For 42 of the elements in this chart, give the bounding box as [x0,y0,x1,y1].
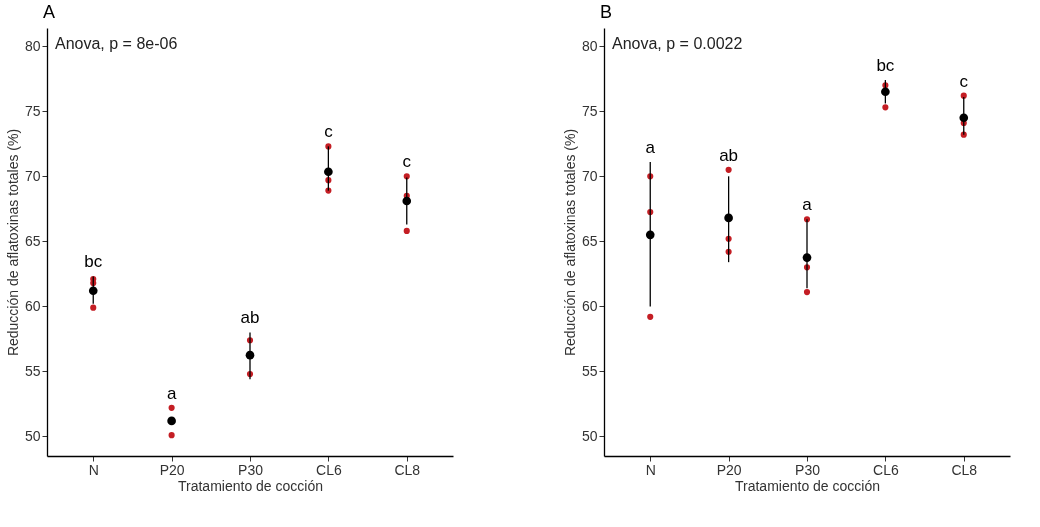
x-tick-label: P20 [159,461,185,478]
y-tick-label: 65 [24,232,41,249]
y-tick-label: 70 [24,167,41,184]
y-tick-label: 55 [24,362,41,379]
annotation: c [324,122,334,142]
x-tick-label: N [88,461,99,478]
annotation: Anova, p = 0.0022 [612,35,743,52]
x-tick-label: CL6 [873,461,899,478]
x-tick-label: N [645,461,656,478]
x-tick-label: CL6 [316,461,342,478]
x-tick-label: P30 [238,461,264,478]
x-tick-label: P30 [795,461,821,478]
y-tick-label: 75 [581,102,598,119]
annotation: c [959,71,969,91]
y-tick-label: 80 [24,37,41,54]
annotation: ab [240,308,260,328]
y-axis-title: Reducción de aflatoxinas totales (%) [4,128,21,357]
annotation: Anova, p = 8e-06 [55,35,178,52]
annotation: ab [719,145,739,165]
x-tick-label: P20 [716,461,742,478]
y-axis-title: Reducción de aflatoxinas totales (%) [561,128,578,357]
x-axis-title: Tratamiento de cocción [178,477,323,494]
annotation: a [166,383,177,403]
x-axis-title: Tratamiento de cocción [735,477,880,494]
x-tick-label: CL8 [394,461,421,478]
y-tick-label: 60 [24,297,41,314]
chart-title: A [43,2,56,22]
annotation: bc [84,252,103,272]
annotation: a [645,137,656,157]
chart-title: B [600,2,613,22]
y-tick-label: 55 [581,362,598,379]
y-tick-label: 75 [24,102,41,119]
y-tick-label: 50 [24,427,41,444]
y-tick-label: 50 [581,427,598,444]
annotation: c [402,152,412,172]
y-tick-label: 65 [581,232,598,249]
annotation: bc [876,56,895,76]
y-tick-label: 60 [581,297,598,314]
x-tick-label: CL8 [951,461,978,478]
y-tick-label: 80 [581,37,598,54]
y-tick-label: 70 [581,167,598,184]
annotation: a [802,195,813,215]
